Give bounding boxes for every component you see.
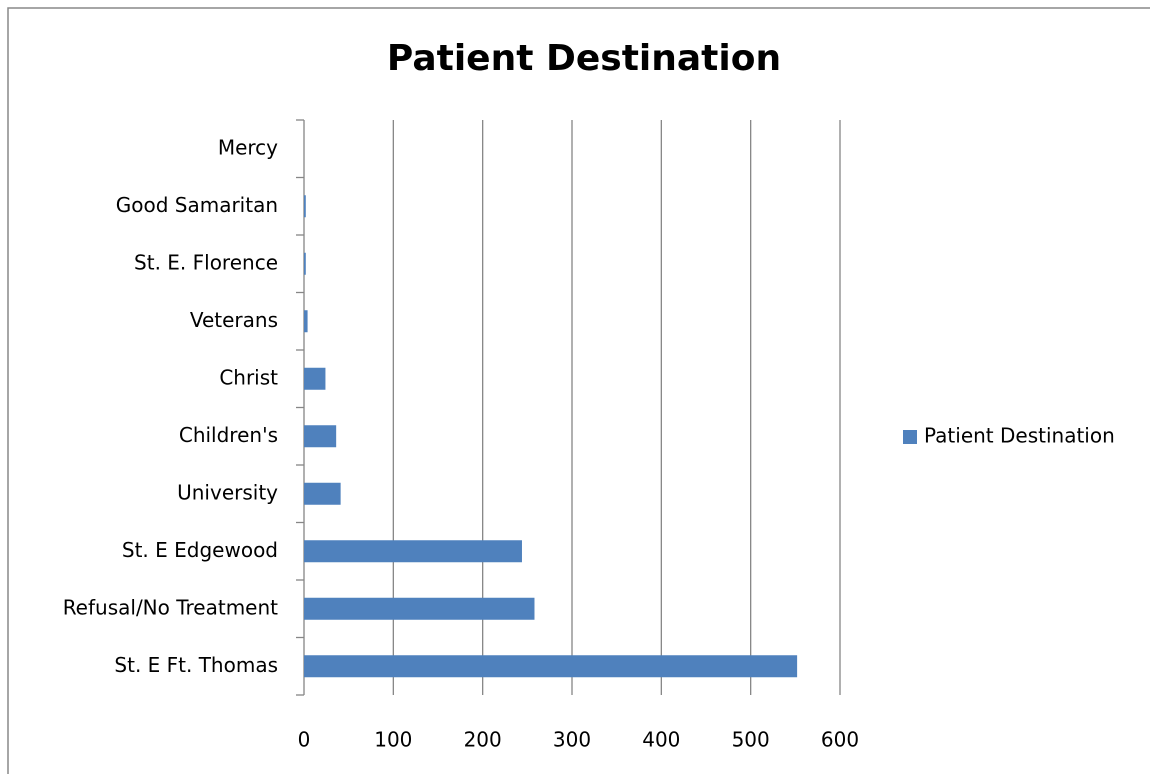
bar [304,425,337,448]
x-tick-label: 500 [732,728,770,752]
bar [304,482,341,505]
x-tick-label: 300 [553,728,591,752]
bar [304,655,798,678]
bar [304,540,522,563]
y-tick-label: Children's [179,423,278,447]
bar [304,195,306,218]
x-tick-label: 600 [821,728,859,752]
legend-label: Patient Destination [924,424,1115,448]
y-tick-label: St. E Edgewood [122,538,278,562]
bar [304,367,326,390]
y-tick-label: St. E. Florence [134,250,278,274]
x-tick-label: 100 [374,728,412,752]
y-tick-label: University [177,480,278,504]
y-tick-label: Mercy [218,135,278,159]
legend-swatch [903,430,917,444]
bar [304,597,535,620]
y-tick-label: St. E Ft. Thomas [114,653,278,677]
y-tick-label: Good Samaritan [116,193,278,217]
chart-title: Patient Destination [387,38,781,79]
y-tick-label: Christ [219,365,278,389]
y-tick-label: Veterans [190,308,278,332]
bar [304,310,308,333]
bar [304,252,306,275]
x-tick-label: 200 [464,728,502,752]
y-tick-label: Refusal/No Treatment [63,595,278,619]
chart-border [7,7,1150,774]
x-tick-label: 400 [642,728,680,752]
x-tick-label: 0 [298,728,311,752]
